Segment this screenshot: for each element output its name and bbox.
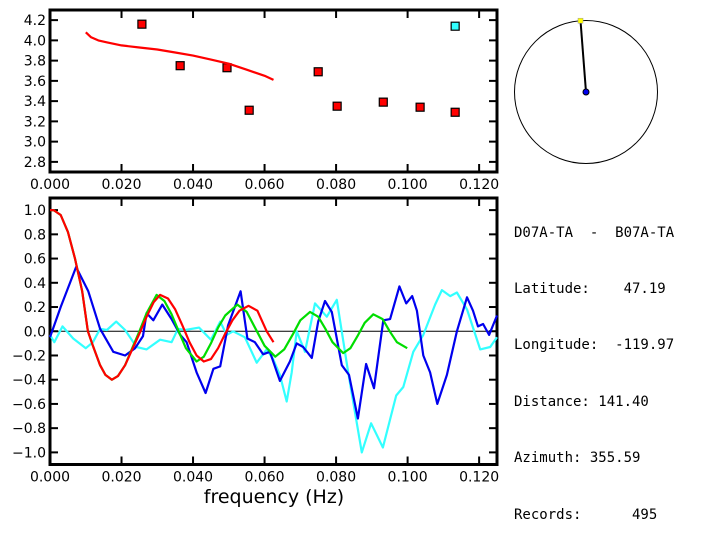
dial-circle	[514, 20, 658, 164]
station-pair: D07A-TA - B07A-TA	[514, 224, 675, 241]
series-line	[85, 31, 274, 81]
x-tick-label: 0.060	[245, 177, 285, 193]
y-tick-label: 3.0	[24, 135, 46, 151]
series-line	[50, 209, 408, 381]
azimuth-readout: Azimuth: 355.59	[514, 450, 641, 467]
x-tick-label: 0.000	[30, 470, 70, 486]
station-info-panel: D07A-TA - B07A-TA Latitude: 47.19 Longit…	[514, 186, 674, 543]
azimuth-dial	[514, 17, 658, 164]
y-tick-label: −1.0	[12, 445, 46, 461]
y-tick-label: 0.2	[24, 300, 46, 316]
y-tick-label: 1.0	[24, 203, 46, 219]
y-tick-label: 3.8	[24, 54, 46, 70]
y-tick-label: 2.8	[24, 155, 46, 171]
correlation-plot: 0.000 0.020 0.040 0.060 0.080 0.100 0.120 −1.0 −…	[12, 196, 499, 486]
data-point	[450, 21, 460, 31]
x-tick-label: 0.060	[245, 470, 285, 486]
y-tick-label: −0.2	[12, 348, 46, 364]
y-tick-label: −0.6	[12, 397, 46, 413]
data-point	[450, 107, 460, 117]
x-axis-label: frequency (Hz)	[204, 486, 344, 508]
records-readout: Records: 495	[514, 506, 658, 523]
station-marker-icon	[577, 17, 584, 24]
y-tick-label: 0.8	[24, 227, 46, 243]
center-marker-icon	[582, 88, 590, 96]
x-tick-label: 0.000	[30, 177, 70, 193]
chart-canvas: 0.000 0.020 0.040 0.060 0.080 0.100 0.120 2.8 3.…	[12, 8, 658, 508]
series-line	[50, 209, 275, 381]
y-tick-label: −0.4	[12, 373, 46, 389]
x-tick-label: 0.020	[101, 177, 141, 193]
x-tick-label: 0.080	[316, 177, 356, 193]
data-point	[378, 97, 388, 107]
data-point	[313, 67, 323, 77]
y-tick-label: 0.0	[24, 324, 46, 340]
distance-readout: Distance: 141.40	[514, 393, 649, 410]
data-point	[332, 101, 342, 111]
longitude-readout: Longitude: -119.97	[514, 337, 675, 354]
azimuth-needle	[579, 20, 587, 93]
data-point	[415, 102, 425, 112]
x-tick-label: 0.080	[316, 470, 356, 486]
data-point	[244, 105, 254, 115]
x-tick-label: 0.020	[101, 470, 141, 486]
velocity-plot: 0.000 0.020 0.040 0.060 0.080 0.100 0.120 2.8 3.…	[24, 8, 499, 193]
y-tick-label: 0.6	[24, 252, 46, 268]
x-tick-label: 0.100	[388, 470, 428, 486]
latitude-readout: Latitude: 47.19	[514, 280, 666, 297]
x-tick-label: 0.100	[388, 177, 428, 193]
y-tick-label: 0.4	[24, 276, 46, 292]
data-point	[137, 19, 147, 29]
y-tick-label: 3.6	[24, 74, 46, 90]
y-tick-label: 4.2	[24, 13, 46, 29]
data-point	[175, 61, 185, 71]
y-tick-label: −0.8	[12, 421, 46, 437]
y-tick-label: 4.0	[24, 33, 46, 49]
x-tick-label: 0.120	[459, 470, 499, 486]
y-tick-label: 3.2	[24, 114, 46, 130]
y-tick-label: 3.4	[24, 94, 46, 110]
x-tick-label: 0.040	[173, 470, 213, 486]
x-tick-label: 0.120	[459, 177, 499, 193]
x-tick-label: 0.040	[173, 177, 213, 193]
plot-frame	[48, 8, 499, 174]
series-line	[48, 265, 499, 420]
